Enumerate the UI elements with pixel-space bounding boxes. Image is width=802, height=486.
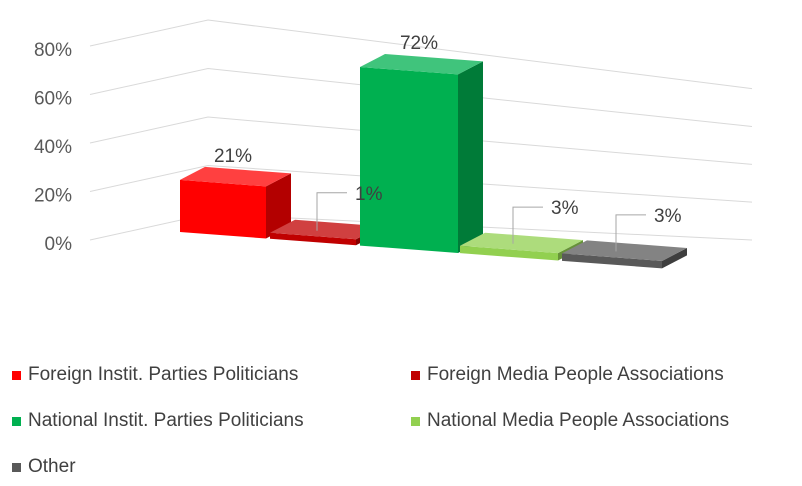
y-tick-label: 60% (34, 89, 72, 110)
data-label: 21% (214, 146, 252, 167)
gridlines (89, 19, 753, 241)
bar-top (562, 240, 687, 261)
data-label: 3% (551, 198, 579, 219)
bar-top (460, 232, 583, 254)
data-label: 72% (400, 33, 438, 54)
legend-label: National Media People Associations (427, 410, 730, 431)
legend-swatch (12, 416, 21, 426)
bar-front (180, 179, 266, 239)
bar-front (562, 253, 662, 269)
leader-line (316, 192, 347, 231)
y-tick-label: 20% (34, 186, 72, 207)
y-axis: 0% 20% 40% 60% 80% (34, 40, 72, 255)
data-label: 1% (355, 184, 383, 205)
bars (180, 54, 687, 269)
bar-front (270, 232, 356, 246)
bar-top (180, 166, 291, 187)
legend-swatch (411, 370, 420, 380)
bar-top (270, 219, 381, 240)
y-tick-label: 0% (45, 234, 73, 255)
gridline (89, 67, 753, 128)
legend-label: National Instit. Parties Politicians (28, 410, 304, 431)
bar-side (662, 247, 687, 269)
legend-swatch (12, 370, 21, 380)
legend-item-other: Other (12, 456, 76, 478)
bar-front (460, 245, 558, 261)
leader-line (615, 214, 646, 252)
gridline (89, 116, 753, 165)
bar-side (266, 173, 291, 239)
legend-swatch (12, 462, 21, 472)
data-label: 3% (654, 206, 682, 227)
data-labels: 21% 1% 72% 3% 3% (214, 33, 682, 252)
bar-side (458, 61, 483, 253)
bar-top (360, 54, 483, 75)
legend-label: Other (28, 456, 76, 477)
legend-swatch (411, 416, 420, 426)
gridline (89, 164, 753, 203)
legend-label: Foreign Media People Associations (427, 364, 724, 385)
legend-item-foreign-media: Foreign Media People Associations (411, 364, 724, 386)
leader-line (512, 206, 543, 244)
gridline (89, 19, 753, 90)
legend-label: Foreign Instit. Parties Politicians (28, 364, 299, 385)
legend-item-national-instit: National Instit. Parties Politicians (12, 410, 304, 432)
y-tick-label: 80% (34, 40, 72, 61)
legend-item-foreign-instit: Foreign Instit. Parties Politicians (12, 364, 298, 386)
bar-front (360, 67, 458, 253)
y-tick-label: 40% (34, 137, 72, 158)
bar-chart-3d: 0% 20% 40% 60% 80% 21% 1% 72% 3% 3% (34, 19, 753, 269)
legend-item-national-media: National Media People Associations (411, 410, 729, 432)
